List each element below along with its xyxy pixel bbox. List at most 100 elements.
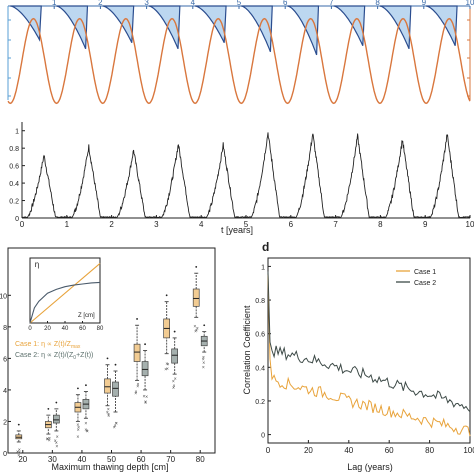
panel-b-xtick-label: 2 <box>109 220 114 229</box>
panel-d-xtick-label: 40 <box>344 446 353 455</box>
panel-c-case1-20-outlier-dot <box>17 423 20 426</box>
panel-b-xtick-label: 3 <box>154 220 159 229</box>
panel-c-case1-50-outlier-dot <box>106 357 109 360</box>
panel-b-ytick-label: 0.4 <box>9 181 19 188</box>
panel-d-xlabel: Lag (years) <box>347 462 393 472</box>
panel-b-xtick-label: 7 <box>333 220 338 229</box>
panel-b-xtick-label: 6 <box>289 220 294 229</box>
panel-b-xtick-label: 10 <box>466 220 474 229</box>
inset-xlabel: Z [cm] <box>78 313 95 319</box>
panel-c-case1-60-outlier-dot <box>136 318 138 320</box>
panel-c-case2-60-outlier: × <box>142 394 145 400</box>
panel-b-ytick-label: 1 <box>15 129 19 136</box>
panel-d-series-1 <box>267 274 471 437</box>
panel-c-inset: 0 20 40 60 80 η Z [cm] <box>28 257 104 332</box>
panel-d-xtick-label: 100 <box>463 446 474 455</box>
legend-case-2: Case 2: η ∝ Z(t)/(Z0+Z(t)) <box>15 352 93 361</box>
panel-a-thaw-fill <box>102 5 135 43</box>
panel-c-case2-30-outlier: × <box>55 440 58 446</box>
panel-c-case1-60-outlier: × <box>136 382 139 388</box>
panel-a-thaw-fill <box>425 5 458 46</box>
panel-c-ytick-label: 2 <box>3 419 7 426</box>
panel-c-case2-80-outlier: × <box>202 355 205 361</box>
panel-c-ytick-label: 0 <box>3 451 7 458</box>
panel-c-legend: Case 1: η ∝ Z(t)/Zmax Case 2: η ∝ Z(t)/(Z… <box>15 341 93 361</box>
panel-a-xtick-label: 4 <box>191 0 196 7</box>
panel-d-ytick-label: 0.2 <box>255 399 265 406</box>
panel-c-xtick-label: 40 <box>77 455 86 464</box>
panel-c-ytick-label: 4 <box>3 388 7 395</box>
inset-series-2 <box>29 281 101 324</box>
panel-c-case1-30-outlier-dot <box>47 407 50 410</box>
panel-c-case1-60-outlier: × <box>136 384 139 390</box>
legend-label-2: Case 2 <box>414 280 436 287</box>
panel-c-xtick-label: 80 <box>196 455 205 464</box>
panel-c-case2-70-outlier-dot <box>173 330 176 333</box>
panel-b-ytick-label: 0.8 <box>9 146 19 153</box>
panel-a-xtick-label: 7 <box>329 0 334 7</box>
panel-c-case1-60-outlier: × <box>134 390 137 396</box>
panel-c-ytick-label: 10 <box>0 293 7 300</box>
panel-a-xtick-label: 3 <box>144 0 149 7</box>
panel-c-case1-60-outlier: × <box>134 391 137 397</box>
panel-b-series-line <box>22 132 471 219</box>
panel-a: 1 2 3 4 5 6 7 8 9 10 <box>7 0 474 105</box>
panel-c-case1-80-outlier-dot <box>195 266 198 268</box>
panel-c-case1-80-outlier: × <box>195 328 198 334</box>
panel-c-case1-70-outlier-dot <box>165 294 168 297</box>
panel-d-xtick-label: 80 <box>425 446 434 455</box>
panel-b-ytick-label: 0.2 <box>9 199 19 206</box>
inset-xtick-label: 80 <box>97 326 104 332</box>
panel-d: d 0 20 40 60 80 100 0 0.2 0.4 0.6 0.8 1 Lag (years)… <box>242 240 474 472</box>
panel-c-case2-30-outlier: × <box>56 434 59 440</box>
panel-d-ytick-label: 0.4 <box>255 365 265 372</box>
panel-c-case1-80-outlier: × <box>194 329 197 335</box>
panel-c-ytick-label: 6 <box>3 356 7 363</box>
panel-b-xtick-label: 5 <box>244 220 249 229</box>
panel-b-xtick-label: 1 <box>65 220 70 229</box>
panel-d-xtick-label: 60 <box>385 446 394 455</box>
panel-c-case1-30-outlier: × <box>48 438 51 444</box>
panel-c-case1-60-box <box>133 343 141 362</box>
inset-ylabel: η <box>35 260 39 269</box>
panel-c-case2-70-outlier: × <box>172 383 175 389</box>
panel-c-case2-30-box <box>53 414 60 424</box>
panel-a-thaw-fill <box>379 5 412 50</box>
panel-c-xtick-label: 60 <box>137 455 146 464</box>
panel-d-ytick-label: 0.8 <box>255 298 265 305</box>
panel-a-xtick-label: 2 <box>98 0 103 7</box>
panel-a-thaw-fill <box>148 5 181 50</box>
panel-a-xtick-label: 8 <box>375 0 380 7</box>
panel-c-case2-80-outlier: × <box>202 365 205 371</box>
panel-c-case2-30-outlier: × <box>55 444 58 450</box>
panel-c-case1-50-outlier: × <box>107 414 110 420</box>
panel-a-thaw-fill <box>194 5 227 43</box>
panel-c-case2-50-outlier-dot <box>114 363 117 366</box>
panel-c-case1-70-outlier: × <box>166 362 169 368</box>
panel-c-xlabel: Maximum thawing depth [cm] <box>51 462 168 472</box>
panel-d-xtick-label: 20 <box>304 446 313 455</box>
panel-b-xtick-label: 0 <box>20 220 25 229</box>
panel-c-case2-70-outlier: × <box>174 377 177 383</box>
panel-c-xtick-label: 30 <box>48 455 57 464</box>
panel-b-xlabel: t [years] <box>221 225 253 235</box>
panel-c-case2-60-outlier-dot <box>144 343 146 346</box>
panel-b: 0 1 2 3 4 5 6 7 8 9 10 0 0.2 0.4 0.6 0.8 1 t [years] <box>9 122 474 235</box>
panel-b-xtick-label: 8 <box>378 220 383 229</box>
panel-d-frame <box>267 257 471 444</box>
panel-a-thaw-fill <box>241 5 273 53</box>
panel-c-case1-20-outlier: × <box>18 450 21 456</box>
panel-c-case1-40-outlier: × <box>77 425 80 431</box>
panel-c-case1-70-outlier: × <box>165 362 168 368</box>
panel-c-case1-70-outlier: × <box>166 367 169 373</box>
panel-b-ytick-label: 0 <box>15 216 19 223</box>
panel-c-case2-40-outlier: × <box>86 429 89 435</box>
panel-c-case1-20-outlier: × <box>18 447 21 453</box>
panel-a-temperature-line <box>7 17 471 105</box>
panel-c-case2-50-outlier: × <box>114 423 117 429</box>
panel-c-case2-40-outlier-dot <box>85 384 87 387</box>
panel-a-xtick-label: 5 <box>237 0 242 7</box>
panel-d-label: d <box>262 240 269 254</box>
inset-xtick-label: 0 <box>28 326 32 332</box>
panel-c-case2-60-box <box>141 361 149 377</box>
